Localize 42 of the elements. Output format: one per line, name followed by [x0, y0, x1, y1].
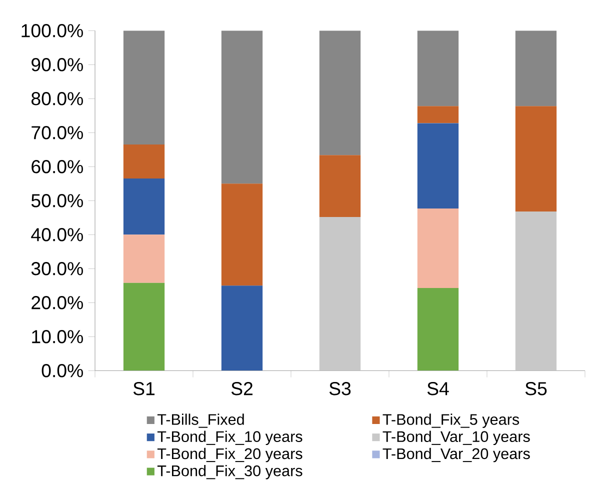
bar [123, 282, 165, 371]
y-tick-label: 10.0% [32, 330, 83, 344]
bar [417, 288, 459, 371]
bar [123, 30, 165, 145]
legend-label: T-Bills_Fixed [157, 414, 244, 428]
bar [123, 178, 165, 235]
y-tick-label: 90.0% [32, 58, 83, 72]
y-tick-label: 50.0% [31, 194, 83, 208]
bar [123, 144, 165, 179]
legend-label: T-Bond_Var_10 years [382, 430, 530, 446]
bar [515, 106, 557, 212]
bar [417, 106, 459, 124]
x-tick-label: S5 [525, 382, 547, 396]
y-tick-label: 70.0% [32, 126, 83, 140]
bar [515, 212, 557, 371]
legend-label: T-Bond_Fix_5 years [382, 414, 520, 428]
y-tick-label: 40.0% [31, 228, 83, 242]
y-tick-label: 0.0% [42, 364, 83, 378]
x-tick-label: S3 [329, 382, 351, 396]
y-tick-label: 60.0% [32, 160, 83, 174]
y-tick-label: 30.0% [31, 262, 83, 276]
bar [417, 208, 459, 288]
x-tick-label: S2 [231, 382, 252, 396]
legend-label: T-Bond_Var_20 years [382, 448, 530, 462]
bar [221, 286, 263, 371]
bar [515, 30, 557, 106]
bar [221, 184, 263, 286]
bar [417, 30, 459, 106]
bar [417, 123, 459, 208]
bar [319, 216, 361, 371]
bar [319, 30, 361, 156]
x-tick-label: S4 [427, 382, 449, 396]
legend-label: T-Bond_Fix_30 years [157, 464, 302, 480]
x-tick-label: S1 [133, 382, 155, 396]
bar [319, 155, 361, 217]
y-tick-label: 100.0% [22, 24, 83, 38]
bar [221, 30, 263, 184]
legend-label: T-Bond_Fix_20 years [157, 448, 302, 462]
y-tick-label: 20.0% [32, 296, 83, 310]
legend-label: T-Bond_Fix_10 years [157, 430, 302, 446]
bar [123, 234, 165, 283]
y-tick-label: 80.0% [32, 92, 83, 106]
